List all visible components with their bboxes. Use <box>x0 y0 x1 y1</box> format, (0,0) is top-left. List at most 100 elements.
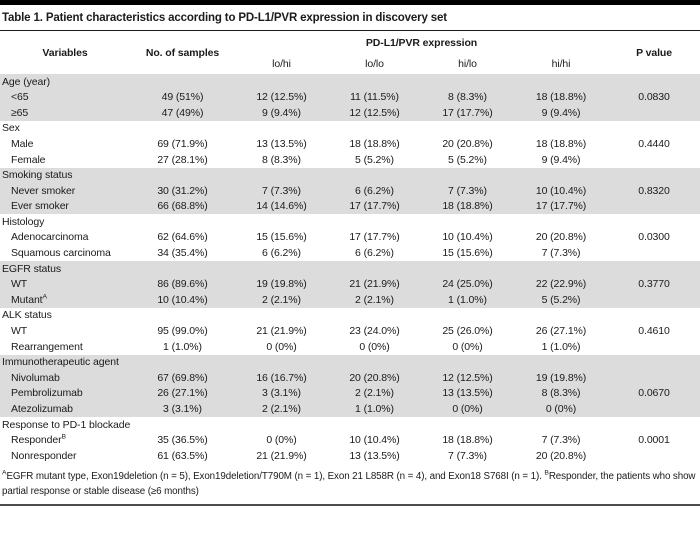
cell-value: 21 (21.9%) <box>349 278 400 291</box>
p-value-cell <box>608 105 700 121</box>
cell-value: 49 (51%) <box>161 91 204 104</box>
table-row: Nonresponder 61 (63.5%) 21 (21.9%) 13 (13.5… <box>0 448 700 464</box>
table-row: Female 27 (28.1%) 8 (8.3%) 5 (5.2%) 5 (5.2%)… <box>0 152 700 168</box>
cell-value: 20 (20.8%) <box>442 137 493 150</box>
cell-value: 24 (25.0%) <box>442 278 493 291</box>
column-group-header-pdl1-pvr-expression: PD-L1/PVR expression <box>365 36 478 49</box>
section-row: Immunotherapeutic agent <box>0 354 700 371</box>
p-value-cell <box>608 448 700 464</box>
cell-value: 15 (15.6%) <box>256 231 307 244</box>
cell-value: 7 (7.3%) <box>448 184 487 197</box>
cell-value: 13 (13.5%) <box>349 449 400 462</box>
table-header: Variables No. of samples PD-L1/PVR expre… <box>0 31 700 74</box>
cell-value: 9 (9.4%) <box>262 106 301 119</box>
cell-value: 26 (27.1%) <box>157 387 208 400</box>
row-label: <65 <box>11 91 29 104</box>
cell-value: 9 (9.4%) <box>541 106 581 119</box>
cell-value: 10 (10.4%) <box>442 231 493 244</box>
cell-value: 18 (18.8%) <box>349 137 400 150</box>
cell-value: 61 (63.5%) <box>157 449 208 462</box>
p-value-cell: 0.0670 <box>638 387 670 400</box>
p-value-cell: 0.0830 <box>638 91 670 104</box>
cell-value: 0 (0%) <box>452 403 483 416</box>
cell-value: 7 (7.3%) <box>448 449 487 462</box>
row-label: ResponderB <box>11 433 66 447</box>
cell-value: 12 (12.5%) <box>442 371 493 384</box>
cell-value: 20 (20.8%) <box>535 231 587 244</box>
footnote-marker: B <box>544 469 549 477</box>
cell-value: 35 (36.5%) <box>157 434 208 447</box>
table-row: ≥65 47 (49%) 9 (9.4%) 12 (12.5%) 17 (17.7%) 9… <box>0 105 700 121</box>
column-header-hi-lo: hi/lo <box>458 58 477 70</box>
cell-value: 18 (18.8%) <box>535 91 587 104</box>
table-row: Ever smoker 66 (68.8%) 14 (14.6%) 17 (17.7%… <box>0 198 700 215</box>
cell-value: 11 (11.5%) <box>350 91 399 104</box>
cell-value: 6 (6.2%) <box>262 247 301 260</box>
cell-value: 21 (21.9%) <box>256 325 307 338</box>
footnote-text: Responder, the patients who show partial… <box>2 470 696 497</box>
row-label: MutantA <box>11 293 48 306</box>
p-value-cell: 0.3770 <box>638 278 670 291</box>
section-row: Histology <box>0 214 700 230</box>
p-value-cell <box>608 199 700 215</box>
cell-value: 2 (2.1%) <box>262 403 301 416</box>
section-row: Sex <box>0 121 700 137</box>
cell-value: 3 (3.1%) <box>163 403 202 416</box>
table-row: Male 69 (71.9%) 13 (13.5%) 18 (18.8%) 20 (20… <box>0 136 700 152</box>
table-row: MutantA 10 (10.4%) 2 (2.1%) 2 (2.1%) 1 (1.0%… <box>0 292 700 308</box>
cell-value: 16 (16.7%) <box>256 371 307 384</box>
table-bottom-rule <box>0 503 700 506</box>
cell-value: 0 (0%) <box>266 434 297 447</box>
table-row: Squamous carcinoma 34 (35.4%) 6 (6.2%) 6 (6… <box>0 246 700 262</box>
row-label: Squamous carcinoma <box>11 247 111 260</box>
cell-value: 20 (20.8%) <box>349 371 400 384</box>
table-row: Never smoker 30 (31.2%) 7 (7.3%) 6 (6.2%) 7 … <box>0 183 700 199</box>
cell-value: 5 (5.2%) <box>448 153 487 166</box>
table-row: Atezolizumab 3 (3.1%) 2 (2.1%) 1 (1.0%) 0 (0… <box>0 401 700 418</box>
cell-value: 9 (9.4%) <box>541 153 581 166</box>
cell-value: 8 (8.3%) <box>541 387 581 400</box>
cell-value: 14 (14.6%) <box>256 200 307 213</box>
cell-value: 15 (15.6%) <box>442 247 493 260</box>
row-label: Ever smoker <box>11 200 69 213</box>
table-row: WT 95 (99.0%) 21 (21.9%) 23 (24.0%) 25 (26.0… <box>0 324 700 340</box>
table-row: Rearrangement 1 (1.0%) 0 (0%) 0 (0%) 0 (0%) 1… <box>0 339 700 355</box>
section-label: Age (year) <box>2 75 51 88</box>
cell-value: 2 (2.1%) <box>262 293 301 306</box>
cell-value: 1 (1.0%) <box>541 340 581 353</box>
p-value-cell: 0.0300 <box>638 231 670 244</box>
table-row: ResponderB 35 (36.5%) 0 (0%) 10 (10.4%) 18 (… <box>0 433 700 449</box>
row-label: Adenocarcinoma <box>11 231 89 244</box>
cell-value: 21 (21.9%) <box>256 449 307 462</box>
cell-value: 69 (71.9%) <box>157 137 208 150</box>
table-top-rule <box>0 0 700 5</box>
cell-value: 5 (5.2%) <box>541 293 581 306</box>
table-row: Pembrolizumab 26 (27.1%) 3 (3.1%) 2 (2.1%) 1… <box>0 385 700 402</box>
cell-value: 20 (20.8%) <box>535 449 587 462</box>
row-label: Atezolizumab <box>11 403 73 416</box>
cell-value: 7 (7.3%) <box>541 434 581 447</box>
section-label: EGFR status <box>2 262 61 275</box>
cell-value: 18 (18.8%) <box>442 200 493 213</box>
cell-value: 17 (17.7%) <box>349 200 400 213</box>
cell-value: 22 (22.9%) <box>535 278 587 291</box>
row-label: Never smoker <box>11 184 76 197</box>
cell-value: 30 (31.2%) <box>157 184 208 197</box>
superscript-marker: A <box>42 293 48 301</box>
p-value-cell: 0.4610 <box>638 325 670 338</box>
section-label: Immunotherapeutic agent <box>2 356 119 369</box>
row-label: Nonresponder <box>11 449 77 462</box>
cell-value: 0 (0%) <box>545 403 577 416</box>
row-label: Female <box>11 153 46 166</box>
cell-value: 0 (0%) <box>359 340 390 353</box>
column-header-lo-lo: lo/lo <box>365 58 384 70</box>
footnote-text: EGFR mutant type, Exon19deletion (n = 5)… <box>6 470 545 482</box>
section-row: Age (year) <box>0 74 700 90</box>
cell-value: 2 (2.1%) <box>355 293 394 306</box>
section-label: Histology <box>2 215 45 228</box>
column-header-hi-hi: hi/hi <box>551 58 571 70</box>
cell-value: 5 (5.2%) <box>355 153 394 166</box>
cell-value: 86 (89.6%) <box>157 278 208 291</box>
cell-value: 10 (10.4%) <box>157 293 208 306</box>
